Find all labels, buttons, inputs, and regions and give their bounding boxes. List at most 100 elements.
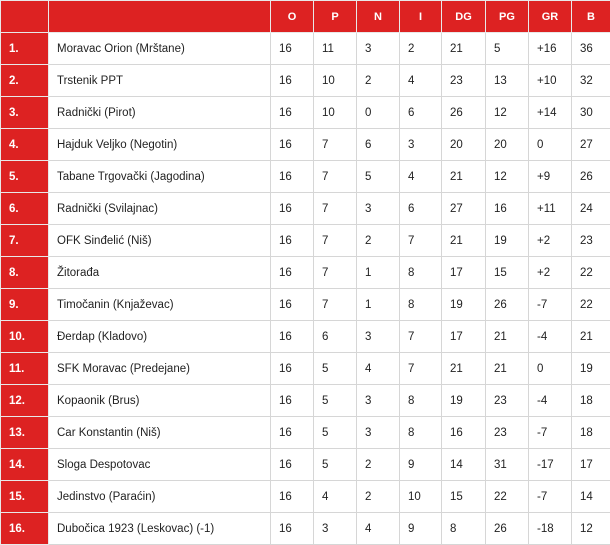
lost-cell: 7 xyxy=(399,352,442,385)
rank-cell: 1. xyxy=(0,32,49,65)
team-cell: Tabane Trgovački (Jagodina) xyxy=(48,160,271,193)
goals-for-cell: 8 xyxy=(441,512,486,545)
team-cell: Đerdap (Kladovo) xyxy=(48,320,271,353)
drawn-cell: 3 xyxy=(356,384,400,417)
rank-cell: 2. xyxy=(0,64,49,97)
points-cell: 21 xyxy=(571,320,610,353)
team-cell: Dubočica 1923 (Leskovac) (-1) xyxy=(48,512,271,545)
team-cell: Kopaonik (Brus) xyxy=(48,384,271,417)
drawn-cell: 2 xyxy=(356,480,400,513)
played-cell: 16 xyxy=(270,384,314,417)
goals-for-cell: 15 xyxy=(441,480,486,513)
points-cell: 24 xyxy=(571,192,610,225)
played-cell: 16 xyxy=(270,192,314,225)
goals-against-cell: 13 xyxy=(485,64,529,97)
played-cell: 16 xyxy=(270,160,314,193)
goals-against-cell: 26 xyxy=(485,288,529,321)
won-cell: 10 xyxy=(313,96,357,129)
goal-difference-cell: -18 xyxy=(528,512,572,545)
goals-for-cell: 21 xyxy=(441,160,486,193)
goal-difference-cell: +16 xyxy=(528,32,572,65)
played-cell: 16 xyxy=(270,288,314,321)
column-header-team xyxy=(48,0,271,33)
drawn-cell: 2 xyxy=(356,448,400,481)
points-cell: 18 xyxy=(571,416,610,449)
lost-cell: 8 xyxy=(399,384,442,417)
goals-for-cell: 14 xyxy=(441,448,486,481)
points-cell: 22 xyxy=(571,288,610,321)
lost-cell: 4 xyxy=(399,64,442,97)
team-cell: Timočanin (Knjaževac) xyxy=(48,288,271,321)
team-cell: OFK Sinđelić (Niš) xyxy=(48,224,271,257)
team-cell: Trstenik PPT xyxy=(48,64,271,97)
played-cell: 16 xyxy=(270,512,314,545)
goals-for-cell: 21 xyxy=(441,224,486,257)
drawn-cell: 3 xyxy=(356,192,400,225)
goal-difference-cell: +10 xyxy=(528,64,572,97)
won-cell: 11 xyxy=(313,32,357,65)
goals-for-cell: 27 xyxy=(441,192,486,225)
goals-against-cell: 26 xyxy=(485,512,529,545)
drawn-cell: 1 xyxy=(356,288,400,321)
table-row: 11. SFK Moravac (Predejane) 16 5 4 7 21 21 0 19 xyxy=(0,352,610,385)
goals-against-cell: 20 xyxy=(485,128,529,161)
table-row: 12. Kopaonik (Brus) 16 5 3 8 19 23 -4 18 xyxy=(0,384,610,417)
table-row: 5. Tabane Trgovački (Jagodina) 16 7 5 4 21 12 +9… xyxy=(0,160,610,193)
rank-cell: 7. xyxy=(0,224,49,257)
won-cell: 7 xyxy=(313,224,357,257)
table-row: 4. Hajduk Veljko (Negotin) 16 7 6 3 20 20 0 27 xyxy=(0,128,610,161)
drawn-cell: 3 xyxy=(356,320,400,353)
goals-against-cell: 15 xyxy=(485,256,529,289)
played-cell: 16 xyxy=(270,96,314,129)
lost-cell: 9 xyxy=(399,448,442,481)
rank-cell: 16. xyxy=(0,512,49,545)
team-cell: Radnički (Pirot) xyxy=(48,96,271,129)
points-cell: 26 xyxy=(571,160,610,193)
rank-cell: 4. xyxy=(0,128,49,161)
rank-cell: 15. xyxy=(0,480,49,513)
rank-cell: 12. xyxy=(0,384,49,417)
column-header-lost: I xyxy=(399,0,442,33)
points-cell: 30 xyxy=(571,96,610,129)
played-cell: 16 xyxy=(270,128,314,161)
table-row: 6. Radnički (Svilajnac) 16 7 3 6 27 16 +11 24 xyxy=(0,192,610,225)
goals-for-cell: 17 xyxy=(441,320,486,353)
goals-for-cell: 17 xyxy=(441,256,486,289)
team-cell: Žitorađa xyxy=(48,256,271,289)
points-cell: 17 xyxy=(571,448,610,481)
goal-difference-cell: +11 xyxy=(528,192,572,225)
lost-cell: 3 xyxy=(399,128,442,161)
lost-cell: 9 xyxy=(399,512,442,545)
goals-against-cell: 22 xyxy=(485,480,529,513)
goal-difference-cell: -4 xyxy=(528,320,572,353)
goal-difference-cell: +2 xyxy=(528,224,572,257)
lost-cell: 6 xyxy=(399,192,442,225)
goals-for-cell: 19 xyxy=(441,384,486,417)
lost-cell: 7 xyxy=(399,224,442,257)
played-cell: 16 xyxy=(270,256,314,289)
rank-cell: 5. xyxy=(0,160,49,193)
rank-cell: 10. xyxy=(0,320,49,353)
rank-cell: 3. xyxy=(0,96,49,129)
goals-for-cell: 20 xyxy=(441,128,486,161)
played-cell: 16 xyxy=(270,352,314,385)
drawn-cell: 4 xyxy=(356,512,400,545)
drawn-cell: 0 xyxy=(356,96,400,129)
won-cell: 5 xyxy=(313,416,357,449)
column-header-rank xyxy=(0,0,49,33)
goals-against-cell: 19 xyxy=(485,224,529,257)
drawn-cell: 6 xyxy=(356,128,400,161)
table-row: 2. Trstenik PPT 16 10 2 4 23 13 +10 32 xyxy=(0,64,610,97)
goal-difference-cell: +14 xyxy=(528,96,572,129)
lost-cell: 10 xyxy=(399,480,442,513)
won-cell: 5 xyxy=(313,448,357,481)
played-cell: 16 xyxy=(270,480,314,513)
table-row: 7. OFK Sinđelić (Niš) 16 7 2 7 21 19 +2 23 xyxy=(0,224,610,257)
lost-cell: 8 xyxy=(399,256,442,289)
column-header-played: O xyxy=(270,0,314,33)
rank-cell: 13. xyxy=(0,416,49,449)
goals-for-cell: 23 xyxy=(441,64,486,97)
goals-against-cell: 23 xyxy=(485,384,529,417)
drawn-cell: 2 xyxy=(356,224,400,257)
